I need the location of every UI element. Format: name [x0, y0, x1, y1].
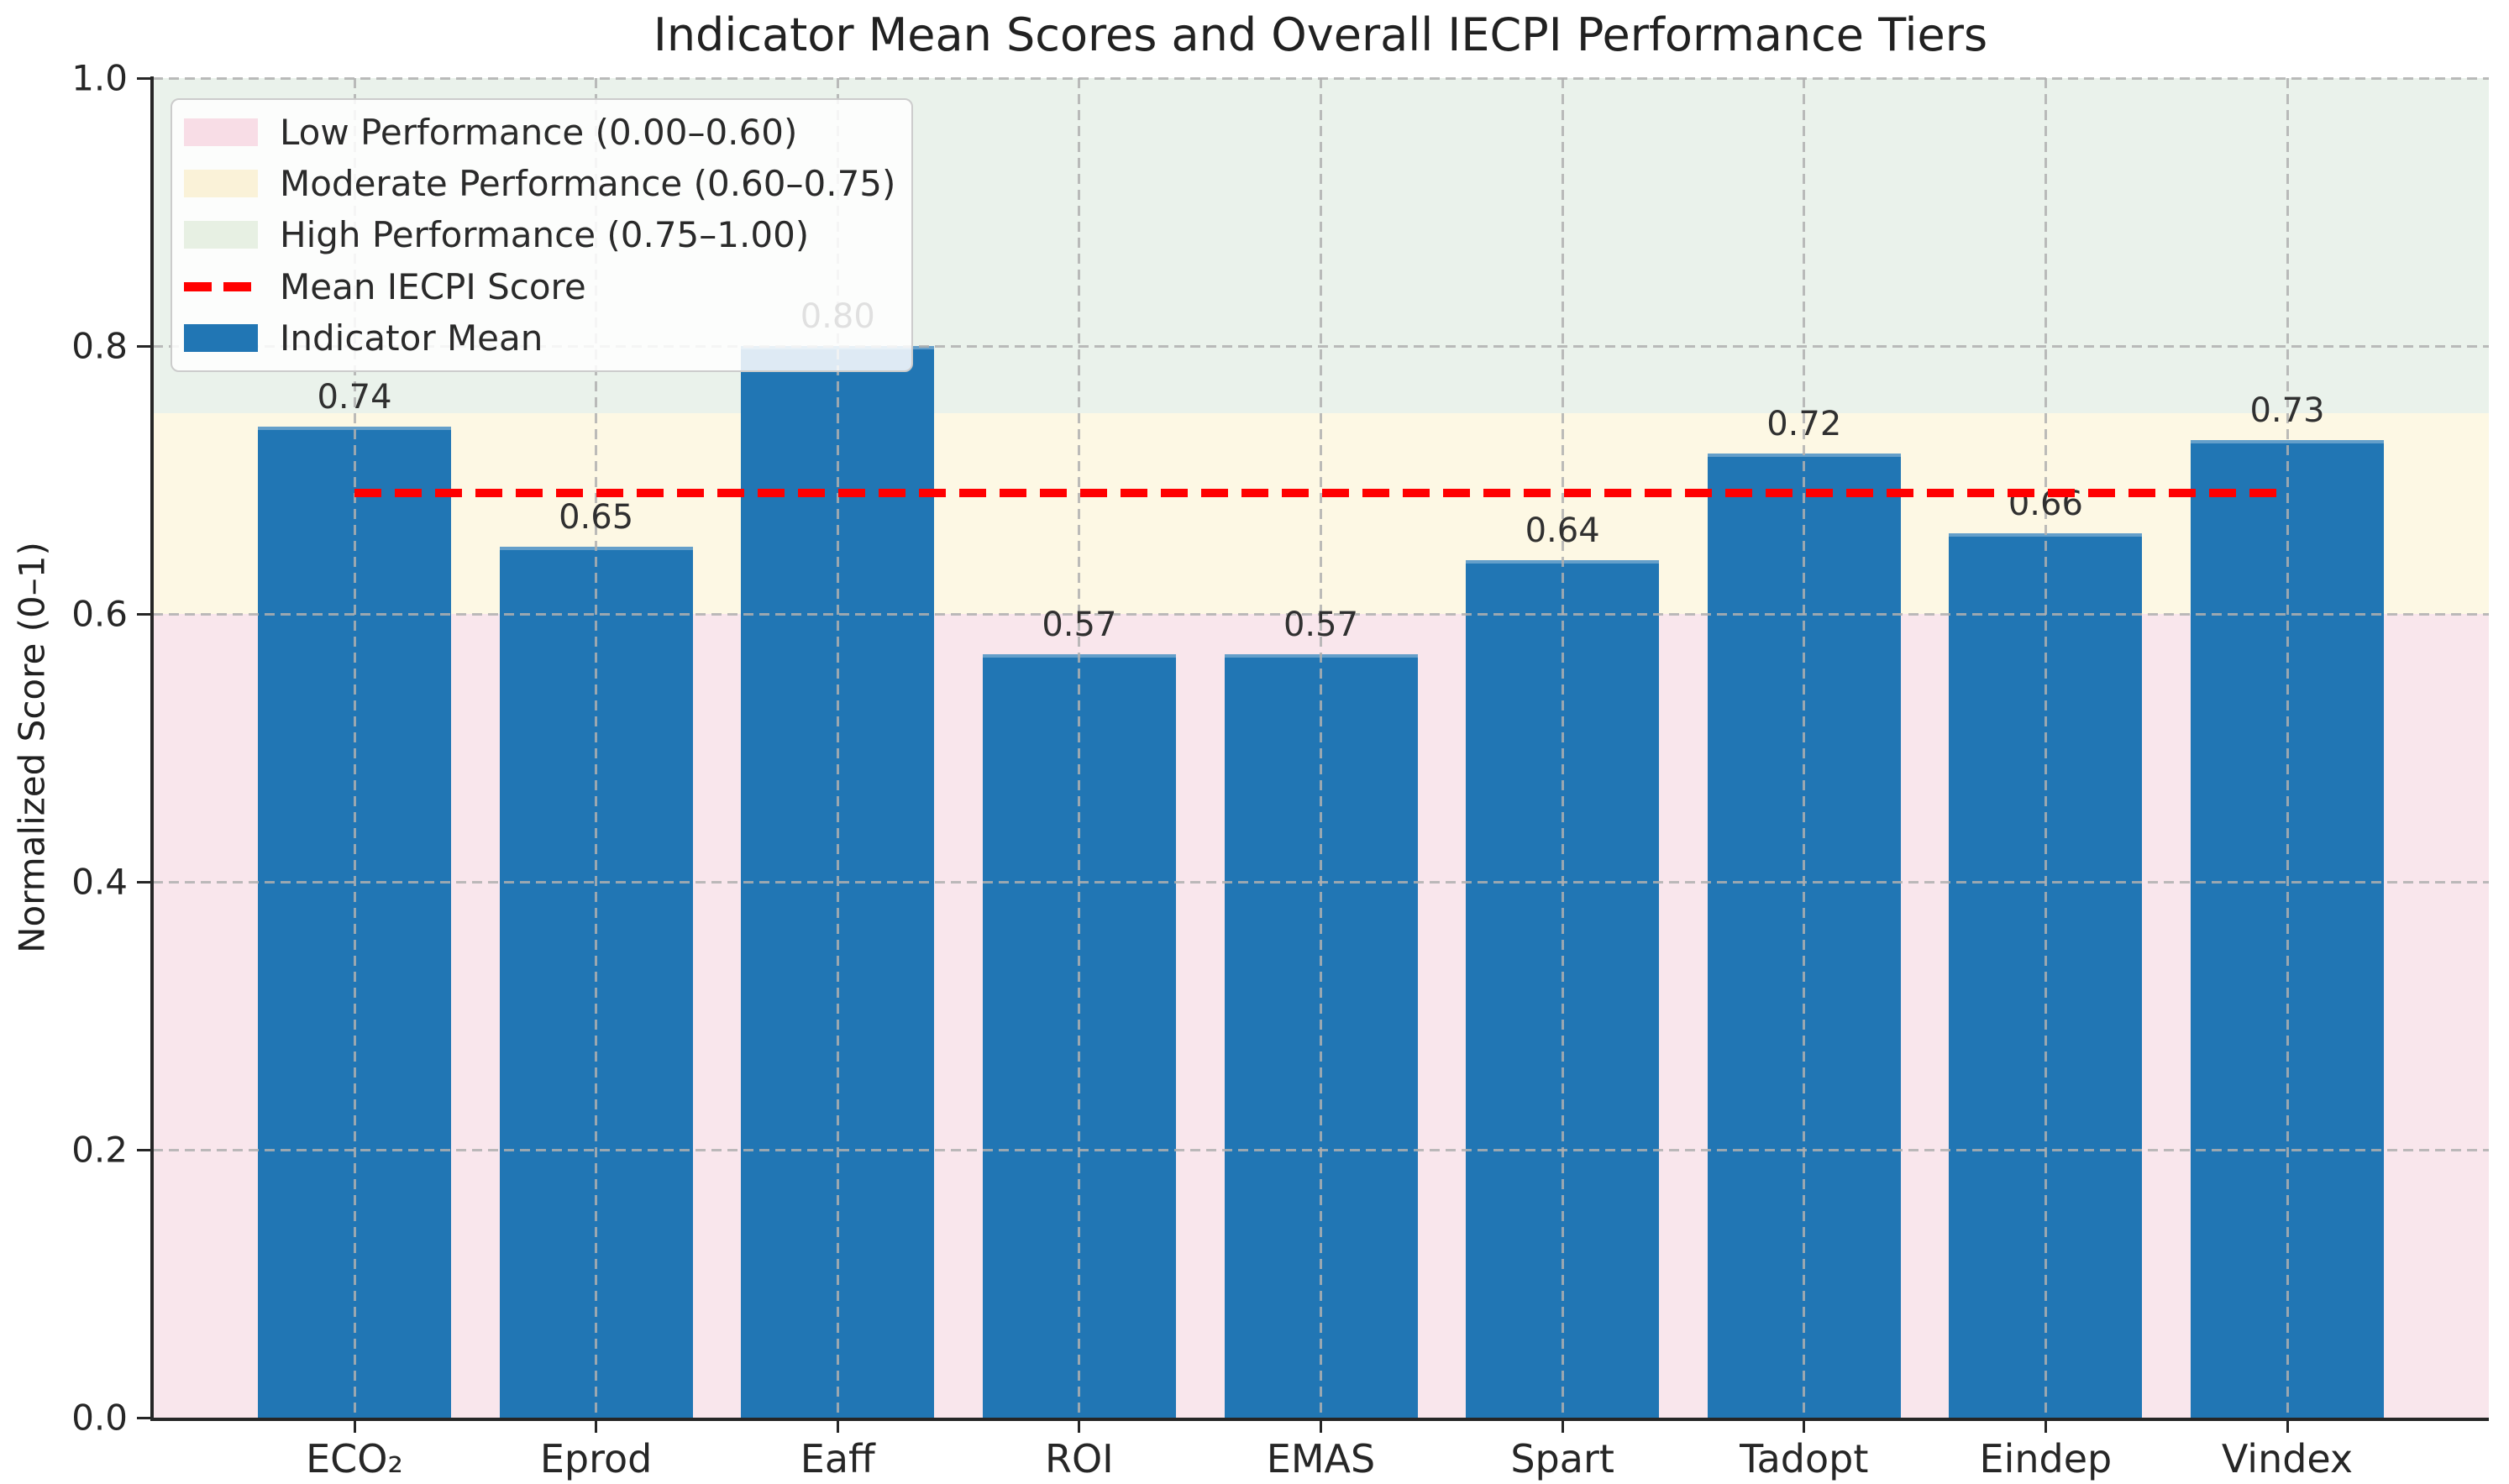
x-tick-label: Tadopt	[1740, 1436, 1869, 1481]
legend-color-swatch	[184, 170, 258, 198]
bar-value-label: 0.73	[2249, 391, 2325, 430]
legend-color-swatch	[184, 323, 258, 352]
x-tick-mark	[353, 1421, 356, 1433]
legend-dash	[223, 281, 251, 291]
gridline-vertical	[1078, 78, 1081, 1418]
gridline-vertical	[2286, 78, 2289, 1418]
y-tick-label: 0.2	[71, 1129, 128, 1171]
x-axis-spine	[150, 1418, 2489, 1421]
legend-label: Low Performance (0.00–0.60)	[280, 112, 798, 154]
bar-value-label: 0.57	[1283, 605, 1359, 644]
bar-value-label: 0.57	[1042, 605, 1117, 644]
legend-item: High Performance (0.75–1.00)	[172, 211, 911, 260]
x-tick-label: ECO₂	[306, 1436, 403, 1481]
gridline-vertical	[1320, 78, 1322, 1418]
x-tick-label: Spart	[1510, 1436, 1614, 1481]
x-tick-mark	[836, 1421, 839, 1433]
gridline-vertical	[2044, 78, 2047, 1418]
x-tick-label: Eindep	[1979, 1436, 2113, 1481]
y-tick-mark	[137, 880, 150, 884]
y-tick-mark	[137, 612, 150, 616]
y-tick-label: 0.0	[71, 1397, 128, 1439]
gridline-vertical	[836, 78, 839, 1418]
legend-dash	[184, 281, 212, 291]
bar-value-label: 0.72	[1766, 404, 1842, 443]
x-tick-mark	[1078, 1421, 1081, 1433]
y-tick-mark	[137, 76, 150, 80]
y-tick-label: 0.6	[71, 593, 128, 635]
x-tick-label: Eaff	[800, 1436, 875, 1481]
legend-item: Low Performance (0.00–0.60)	[172, 108, 911, 157]
x-tick-mark	[1803, 1421, 1806, 1433]
legend-color-swatch	[184, 221, 258, 249]
legend-label: High Performance (0.75–1.00)	[280, 214, 810, 256]
y-tick-label: 1.0	[71, 57, 128, 99]
gridline-vertical	[595, 78, 598, 1418]
x-tick-mark	[2044, 1421, 2047, 1433]
x-tick-mark	[595, 1421, 598, 1433]
legend: Low Performance (0.00–0.60) Moderate Perf…	[171, 98, 913, 372]
gridline-vertical	[1561, 78, 1564, 1418]
y-tick-mark	[137, 344, 150, 348]
x-tick-label: Eprod	[539, 1436, 653, 1481]
legend-color-swatch	[184, 118, 258, 147]
chart-title: Indicator Mean Scores and Overall IECPI …	[653, 8, 1988, 61]
x-tick-label: ROI	[1045, 1436, 1114, 1481]
legend-item: Mean IECPI Score	[172, 262, 911, 311]
y-tick-mark	[137, 1148, 150, 1151]
legend-label: Indicator Mean	[280, 317, 543, 359]
x-tick-label: Vindex	[2221, 1436, 2354, 1481]
legend-dash	[212, 282, 223, 291]
legend-item: Moderate Performance (0.60–0.75)	[172, 160, 911, 208]
y-tick-mark	[137, 1416, 150, 1419]
x-tick-mark	[2286, 1421, 2289, 1433]
bar-value-label: 0.65	[559, 498, 634, 537]
mean-iecpi-line	[354, 489, 2287, 498]
y-tick-label: 0.8	[71, 325, 128, 367]
gridline-vertical	[353, 78, 356, 1418]
x-tick-mark	[1561, 1421, 1564, 1433]
y-tick-label: 0.4	[71, 861, 128, 903]
y-axis-spine	[150, 76, 154, 1421]
legend-label: Moderate Performance (0.60–0.75)	[280, 163, 896, 205]
x-tick-label: EMAS	[1266, 1436, 1376, 1481]
bar-value-label: 0.64	[1525, 511, 1600, 551]
legend-item: Indicator Mean	[172, 313, 911, 362]
x-tick-mark	[1320, 1421, 1322, 1433]
gridline-vertical	[1803, 78, 1806, 1418]
legend-dashed-line-swatch	[184, 273, 258, 301]
bar-value-label: 0.74	[317, 377, 392, 417]
legend-label: Mean IECPI Score	[280, 265, 586, 307]
